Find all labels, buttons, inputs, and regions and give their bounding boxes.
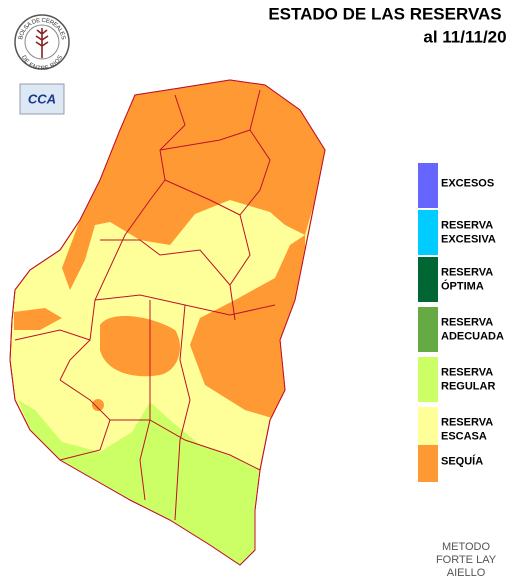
legend: EXCESOSRESERVAEXCESIVARESERVAÓPTIMARESER…	[418, 163, 504, 482]
method-line: FORTE LAY	[436, 554, 497, 566]
legend-label: RESERVA	[441, 316, 493, 328]
legend-label: RESERVA	[441, 416, 493, 428]
legend-swatch	[418, 307, 438, 352]
drought-west	[14, 308, 62, 330]
title: ESTADO DE LAS RESERVAS	[268, 4, 501, 23]
badge-text: CCA	[28, 91, 56, 106]
legend-swatch	[418, 407, 438, 452]
drought-center	[100, 315, 180, 377]
legend-swatch	[418, 257, 438, 302]
drought-north	[62, 80, 325, 290]
legend-label: RESERVA	[441, 366, 493, 378]
legend-label: EXCESIVA	[441, 233, 496, 245]
legend-label: REGULAR	[441, 380, 495, 392]
legend-label: SEQUÍA	[441, 454, 483, 467]
legend-label: ESCASA	[441, 430, 487, 442]
legend-label: ADECUADA	[441, 330, 504, 342]
drought-east	[190, 235, 305, 418]
department-borders	[9, 79, 326, 566]
legend-swatch	[418, 357, 438, 402]
legend-label: RESERVA	[441, 219, 493, 231]
legend-label: ÓPTIMA	[441, 279, 484, 292]
map	[9, 79, 326, 566]
legend-swatch	[418, 445, 438, 482]
legend-label: EXCESOS	[441, 177, 494, 189]
logo: BOLSA DE CEREALES DE ENTRE RIOS	[14, 14, 70, 72]
date: al 11/11/20	[423, 27, 506, 46]
drought-spot	[92, 399, 104, 411]
method-line: AIELLO	[447, 567, 486, 576]
method-line: METODO	[442, 541, 491, 553]
regular-south	[18, 400, 260, 565]
legend-swatch	[418, 210, 438, 255]
legend-swatch	[418, 163, 438, 208]
badge: CCA	[19, 83, 65, 115]
legend-label: RESERVA	[441, 266, 493, 278]
